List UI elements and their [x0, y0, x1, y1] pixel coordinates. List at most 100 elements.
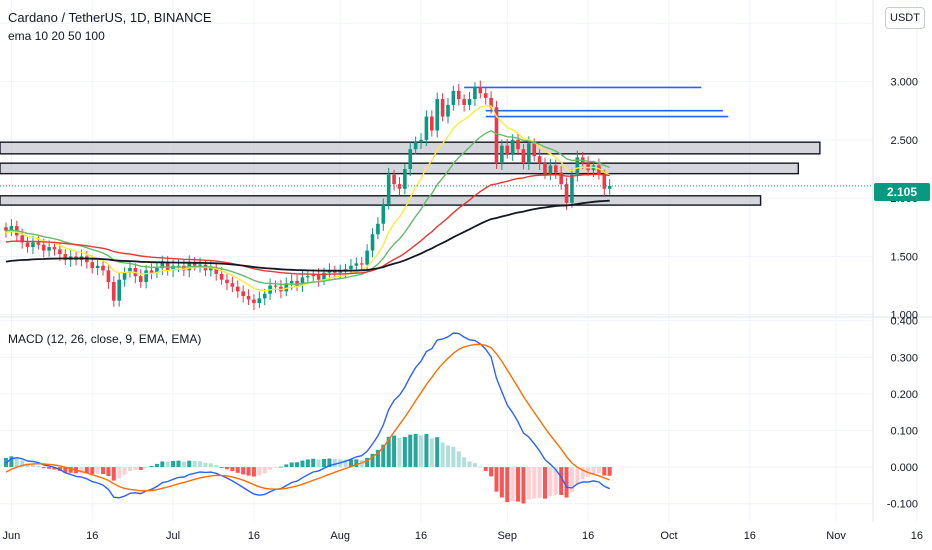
- currency-button[interactable]: USDT: [885, 7, 925, 29]
- histogram-bar: [246, 467, 251, 476]
- time-axis[interactable]: Jun 16 Jul 16 Aug 16 Sep 16 Oct 16 Nov 16: [3, 530, 924, 542]
- candle-body: [262, 293, 267, 299]
- histogram-bar: [348, 459, 353, 468]
- macd-tick-label: 0.400: [890, 316, 918, 328]
- time-tick-label: Oct: [660, 530, 677, 542]
- histogram-bar: [445, 445, 450, 468]
- histogram-bar: [300, 460, 305, 468]
- candle-body: [408, 149, 413, 169]
- histogram-bar: [424, 434, 429, 468]
- histogram-bar: [171, 460, 176, 468]
- zone-rect[interactable]: [0, 195, 762, 206]
- histogram-bar: [521, 467, 526, 504]
- candle-body: [90, 262, 95, 269]
- histogram-bar: [68, 467, 73, 473]
- histogram-bar: [397, 437, 402, 468]
- candle-body: [483, 93, 488, 98]
- candle-body: [284, 283, 289, 292]
- histogram-bar: [602, 467, 607, 476]
- histogram-bar: [219, 467, 224, 468]
- histogram-bar: [483, 467, 488, 471]
- candle-body: [564, 184, 569, 203]
- candle-body: [289, 280, 294, 284]
- signal-line: [5, 343, 610, 492]
- histogram-bar: [133, 467, 138, 470]
- histogram-bar: [84, 467, 89, 473]
- candle-body: [413, 142, 418, 150]
- histogram-bar: [268, 467, 273, 470]
- histogram-bar: [187, 460, 192, 468]
- candle-body: [532, 143, 537, 157]
- time-tick-label: 16: [911, 530, 923, 542]
- histogram-bar: [419, 435, 424, 468]
- candle-body: [494, 107, 499, 164]
- candle-body: [548, 165, 553, 174]
- candle-body: [586, 163, 590, 171]
- histogram-bar: [322, 459, 327, 468]
- histogram-bar: [14, 457, 19, 468]
- histogram-bar: [575, 467, 580, 484]
- ema-line: [5, 199, 610, 272]
- zone-rect[interactable]: [0, 162, 800, 175]
- candle-body: [52, 247, 57, 250]
- histogram-bar: [343, 459, 348, 468]
- histogram-bar: [149, 465, 154, 468]
- histogram-bar: [327, 458, 332, 468]
- candle-body: [381, 203, 386, 224]
- macd-axis[interactable]: -0.100 0.000 0.100 0.200 0.300 0.400: [887, 316, 918, 511]
- histogram-bar: [451, 446, 456, 468]
- last-price-badge: 2.105: [874, 183, 930, 201]
- candle-body: [241, 291, 245, 297]
- histogram-bar: [117, 467, 122, 479]
- histogram-bar: [375, 449, 380, 468]
- price-tick-label: 1.000: [890, 310, 918, 322]
- time-tick-label: Aug: [330, 530, 350, 542]
- histogram-bar: [543, 467, 547, 499]
- histogram-bar: [203, 462, 208, 468]
- histogram-bar: [90, 467, 95, 474]
- candle-body: [273, 285, 278, 287]
- candle-body: [430, 116, 434, 131]
- histogram-bar: [408, 434, 413, 468]
- candle-body: [25, 242, 30, 248]
- histogram-bar: [381, 444, 386, 468]
- histogram-bar: [596, 467, 601, 474]
- candle-body: [597, 165, 601, 175]
- histogram-bar: [413, 434, 418, 468]
- histogram-bar: [52, 467, 57, 470]
- time-tick-label: Jul: [166, 530, 180, 542]
- candle-body: [311, 275, 316, 277]
- price-tick-label: 2.500: [890, 135, 918, 147]
- indicator-label[interactable]: ema 10 20 50 100: [8, 29, 105, 43]
- histogram-bar: [101, 467, 106, 475]
- candle-body: [500, 145, 504, 164]
- candle-body: [386, 174, 391, 204]
- horizontal-lines[interactable]: [464, 86, 729, 118]
- histogram-bar: [144, 467, 149, 468]
- histogram-bar: [95, 467, 100, 474]
- candle-body: [521, 149, 526, 164]
- candle-body: [403, 168, 407, 189]
- time-tick-label: Jun: [3, 530, 21, 542]
- price-tick-label: 1.500: [890, 251, 918, 263]
- candle-body: [424, 116, 429, 140]
- candle-body: [349, 265, 353, 270]
- candle-body: [192, 262, 197, 266]
- macd-tick-label: 0.300: [890, 352, 918, 364]
- candle-body: [338, 271, 342, 273]
- histogram-bar: [402, 437, 407, 468]
- candle-body: [446, 104, 450, 117]
- macd-label[interactable]: MACD (12, 26, close, 9, EMA, EMA): [8, 332, 202, 346]
- candle-body: [112, 282, 116, 301]
- histogram-bar: [591, 467, 596, 474]
- histogram-bar: [354, 459, 359, 468]
- histogram-bar: [580, 467, 585, 479]
- histogram-bar: [478, 466, 483, 468]
- histogram-bar: [494, 467, 499, 492]
- candle-body: [219, 273, 224, 280]
- histogram-bar: [224, 467, 229, 470]
- candle-body: [160, 262, 165, 269]
- histogram-bar: [472, 463, 477, 468]
